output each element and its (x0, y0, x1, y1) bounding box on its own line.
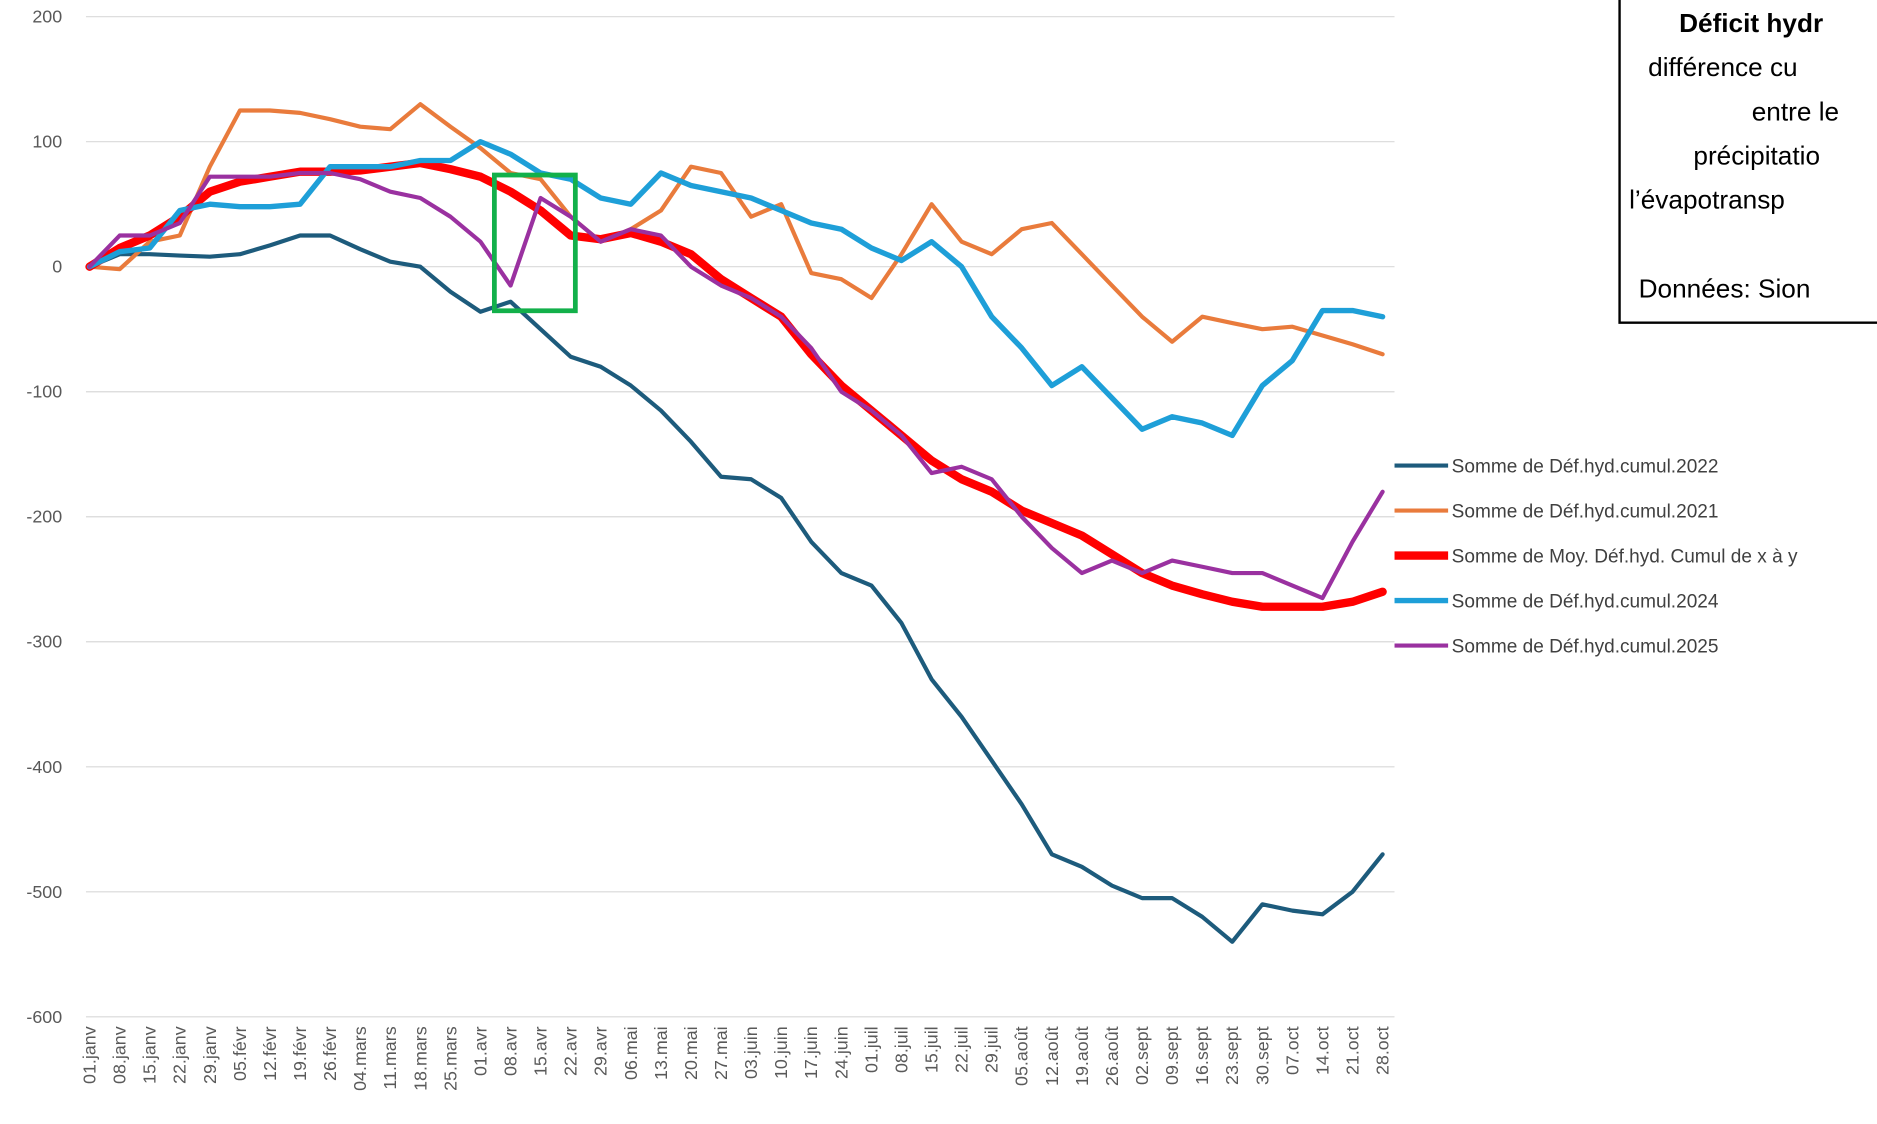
x-tick-label: 24.juin (831, 1026, 851, 1079)
y-tick-label: -100 (26, 382, 62, 402)
y-tick-label: 100 (32, 132, 62, 152)
x-tick-label: 02.sept (1132, 1026, 1152, 1085)
x-tick-label: 09.sept (1162, 1026, 1182, 1085)
x-tick-label: 21.oct (1343, 1026, 1363, 1075)
y-tick-label: -500 (26, 882, 62, 902)
series-line (87, 170, 1385, 601)
x-tick-label: 08.janv (110, 1026, 130, 1084)
x-tick-label: 16.sept (1192, 1026, 1212, 1085)
plot (85, 102, 1387, 944)
x-tick-label: 05.août (1012, 1026, 1032, 1086)
x-tick-label: 22.avr (561, 1026, 581, 1076)
x-tick-label: 11.mars (380, 1026, 400, 1089)
legend-label: Somme de Moy. Déf.hyd. Cumul de x à y (1452, 547, 1798, 568)
x-tick-label: 15.avr (531, 1026, 551, 1076)
x-tick-label: 07.oct (1282, 1026, 1302, 1075)
x-tick-label: 01.juil (861, 1026, 881, 1073)
series-line (87, 233, 1385, 944)
x-tick-label: 19.août (1072, 1026, 1092, 1086)
x-tick-label: 29.avr (591, 1026, 611, 1076)
series-line (86, 139, 1386, 439)
x-tick-label: 20.mai (681, 1026, 701, 1080)
x-tick-label: 01.janv (80, 1026, 100, 1084)
note-box (1618, 0, 1877, 324)
x-tick-label: 28.oct (1373, 1026, 1393, 1075)
x-tick-label: 08.juil (891, 1026, 911, 1073)
x-tick-label: 25.mars (440, 1026, 460, 1091)
note-title: Déficit hydr (1679, 8, 1823, 38)
x-tick-label: 12.févr (260, 1026, 280, 1081)
note-line: Données: Sion (1639, 274, 1811, 304)
y-tick-label: -400 (26, 757, 62, 777)
x-tick-label: 15.janv (140, 1026, 160, 1084)
legend-label: Somme de Déf.hyd.cumul.2024 (1452, 592, 1719, 613)
x-tick-label: 10.juin (771, 1026, 791, 1079)
y-tick-label: 0 (52, 257, 62, 277)
x-tick-label: 17.juin (801, 1026, 821, 1079)
grid: 200 100 0 -100 -200 -300 -400 -500 -600 01.janv 08… (26, 7, 1395, 1091)
x-tick-label: 06.mai (621, 1026, 641, 1080)
x-tick-label: 04.mars (350, 1026, 370, 1091)
note-line: l’évapotransp (1629, 184, 1785, 214)
x-tick-label: 29.janv (200, 1026, 220, 1084)
y-tick-label: -300 (26, 632, 62, 652)
x-tick-label: 13.mai (651, 1026, 671, 1080)
x-tick-label: 01.avr (470, 1026, 490, 1076)
x-tick-label: 12.août (1042, 1026, 1062, 1086)
series-line (85, 158, 1387, 611)
legend-label: Somme de Déf.hyd.cumul.2025 (1452, 637, 1719, 658)
y-tick-label: 200 (32, 7, 62, 27)
note-line: entre le (1752, 96, 1839, 126)
note-line: différence cu (1648, 52, 1797, 82)
x-tick-label: 03.juin (741, 1026, 761, 1079)
x-tick-label: 19.févr (290, 1026, 310, 1081)
x-tick-label: 14.oct (1312, 1026, 1332, 1075)
y-tick-label: -600 (26, 1007, 62, 1027)
legend-label: Somme de Déf.hyd.cumul.2021 (1452, 502, 1719, 523)
y-tick-label: -200 (26, 507, 62, 527)
x-tick-label: 05.févr (230, 1026, 250, 1081)
x-tick-label: 26.août (1102, 1026, 1122, 1086)
highlight-box (491, 172, 578, 314)
x-tick-label: 27.mai (711, 1026, 731, 1080)
x-tick-label: 23.sept (1222, 1026, 1242, 1085)
x-tick-label: 22.janv (170, 1026, 190, 1084)
x-tick-label: 29.juil (982, 1026, 1002, 1073)
legend-label: Somme de Déf.hyd.cumul.2022 (1452, 457, 1719, 478)
x-tick-label: 08.avr (501, 1026, 521, 1076)
x-tick-label: 18.mars (410, 1026, 430, 1091)
x-tick-label: 26.févr (320, 1026, 340, 1081)
x-tick-label: 22.juil (952, 1026, 972, 1073)
legend: Somme de Déf.hyd.cumul.2022 Somme de Déf.… (1394, 457, 1798, 658)
x-tick-label: 15.juil (922, 1026, 942, 1073)
note-line: précipitatio (1693, 140, 1820, 170)
x-tick-label: 30.sept (1252, 1026, 1272, 1085)
